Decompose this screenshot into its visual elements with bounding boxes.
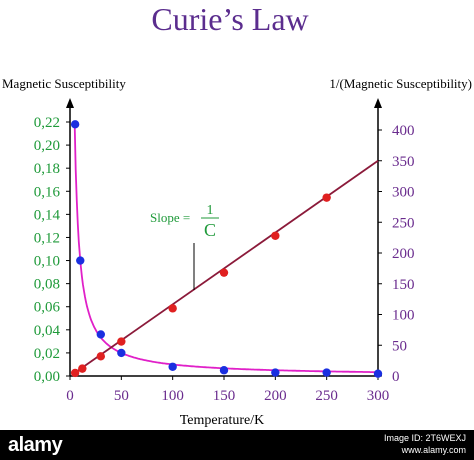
watermark-footer: alamy Image ID: 2T6WEXJ www.alamy.com — [0, 430, 474, 460]
susceptibility-point — [96, 330, 106, 339]
x-tick-label: 200 — [264, 388, 287, 404]
axes — [66, 98, 382, 377]
inverse-susceptibility-point — [219, 268, 229, 277]
slope-annotation: Slope = 1 C — [150, 203, 219, 290]
inverse-susceptibility-point — [117, 337, 126, 346]
y-right-tick-label: 400 — [392, 123, 415, 139]
chart-svg: Curie’s Law Magnetic Susceptibility 1/(M… — [2, 1, 472, 428]
slope-numerator: 1 — [207, 203, 214, 218]
y-left-tick-label: 0,12 — [34, 230, 60, 246]
slope-denominator: C — [204, 220, 216, 240]
y-left-tick-label: 0,02 — [34, 346, 60, 362]
series-lines — [71, 124, 379, 376]
y-left-tick-label: 0,22 — [34, 115, 60, 131]
susceptibility-point — [70, 120, 80, 129]
x-tick-label: 0 — [66, 388, 74, 404]
image-id-label: Image ID: 2T6WEXJ — [383, 433, 466, 443]
y-axis-right-label: 1/(Magnetic Susceptibility) — [329, 76, 472, 91]
y-left-tick-label: 0,20 — [34, 138, 60, 154]
inverse-susceptibility-point — [271, 231, 280, 240]
susceptibility-point — [219, 366, 229, 375]
y-right-tick-label: 0 — [392, 369, 400, 385]
inverse-susceptibility-point — [78, 364, 87, 373]
image-info: Image ID: 2T6WEXJ www.alamy.com — [384, 432, 466, 456]
x-tick-label: 150 — [213, 388, 236, 404]
y-left-tick-label: 0,04 — [34, 323, 61, 339]
inverse-susceptibility-point — [96, 352, 106, 361]
chart-title: Curie’s Law — [151, 1, 308, 37]
y-right-tick-label: 200 — [392, 246, 415, 262]
y-left-tick-label: 0,18 — [34, 161, 60, 177]
y-left-tick-label: 0,10 — [34, 254, 60, 270]
y-left-tick-label: 0,06 — [34, 300, 61, 316]
x-axis-label: Temperature/K — [180, 413, 265, 428]
y-left-tick-label: 0,00 — [34, 369, 60, 385]
susceptibility-point — [168, 362, 177, 371]
susceptibility-point — [76, 256, 85, 265]
susceptibility-point — [271, 368, 280, 377]
y-left-tick-label: 0,08 — [34, 277, 60, 293]
y-axis-left-label: Magnetic Susceptibility — [2, 76, 126, 91]
site-label: www.alamy.com — [401, 445, 466, 455]
y-right-tick-label: 50 — [392, 338, 407, 354]
y-axis-left-arrow — [66, 98, 74, 108]
inverse-susceptibility-point — [322, 193, 331, 202]
x-tick-label: 100 — [161, 388, 184, 404]
y-right-tick-label: 350 — [392, 154, 415, 170]
slope-label: Slope = — [150, 210, 190, 225]
y-right-tick-label: 150 — [392, 277, 415, 293]
y-left-tick-label: 0,16 — [34, 184, 61, 200]
series-points — [70, 120, 383, 378]
y-right-ticks: 0 50 100 150 200 250 300 350 400 — [378, 123, 415, 385]
susceptibility-point — [117, 348, 126, 358]
y-right-tick-label: 300 — [392, 185, 415, 201]
inverse-susceptibility-point — [70, 368, 80, 378]
susceptibility-point — [322, 368, 331, 377]
x-ticks: 0 50 100 150 200 250 300 — [66, 376, 389, 404]
y-axis-right-arrow — [374, 98, 382, 108]
y-left-tick-label: 0,14 — [34, 207, 61, 223]
susceptibility-curve — [73, 124, 378, 373]
alamy-logo: alamy — [8, 434, 63, 456]
inverse-susceptibility-point — [168, 304, 177, 313]
x-tick-label: 50 — [114, 388, 129, 404]
y-right-tick-label: 250 — [392, 215, 415, 231]
y-right-tick-label: 100 — [392, 308, 415, 324]
y-left-ticks: 0,00 0,02 0,04 0,06 0,08 0,10 0,12 0,14 0,16 0,18… — [34, 115, 70, 385]
x-tick-label: 300 — [367, 388, 390, 404]
susceptibility-point — [373, 369, 383, 378]
x-tick-label: 250 — [315, 388, 338, 404]
